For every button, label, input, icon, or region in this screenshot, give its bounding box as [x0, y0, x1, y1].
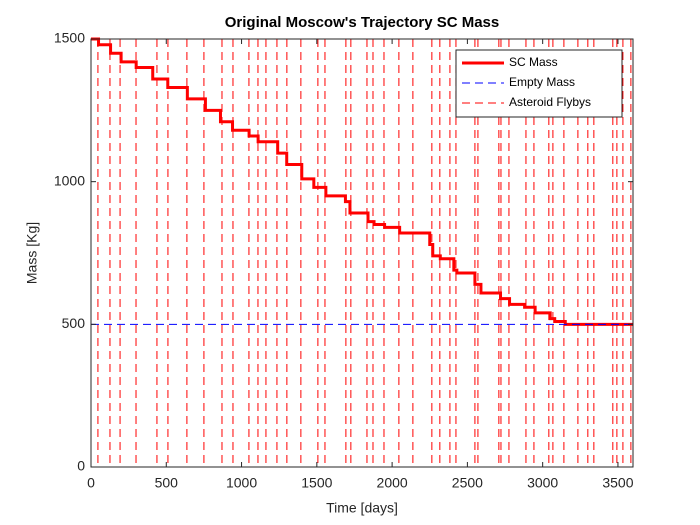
x-tick-label: 0	[87, 475, 95, 491]
plot	[91, 37, 633, 467]
x-axis-label: Time [days]	[326, 500, 398, 516]
x-tick-label: 3500	[602, 475, 633, 491]
y-tick-label: 0	[77, 458, 85, 474]
x-tick-label: 1000	[226, 475, 257, 491]
chart-title: Original Moscow's Trajectory SC Mass	[225, 14, 500, 31]
y-tick-label: 1500	[54, 30, 85, 46]
legend-label: Asteroid Flybys	[509, 95, 591, 109]
legend: SC Mass Empty Mass Asteroid Flybys	[455, 49, 623, 118]
y-axis-label: Mass [Kg]	[24, 222, 40, 284]
series-line	[91, 37, 633, 326]
x-tick-label: 2000	[377, 475, 408, 491]
x-tick-label: 500	[155, 475, 179, 491]
x-tick-label: 1500	[301, 475, 332, 491]
x-tick-label: 2500	[452, 475, 483, 491]
legend-box	[455, 49, 623, 118]
legend-label: Empty Mass	[509, 75, 575, 89]
y-tick-label: 500	[62, 315, 86, 331]
legend-label: SC Mass	[509, 55, 558, 69]
axes-box	[90, 38, 634, 468]
x-tick-label: 3000	[527, 475, 558, 491]
y-tick-label: 1000	[54, 172, 85, 188]
